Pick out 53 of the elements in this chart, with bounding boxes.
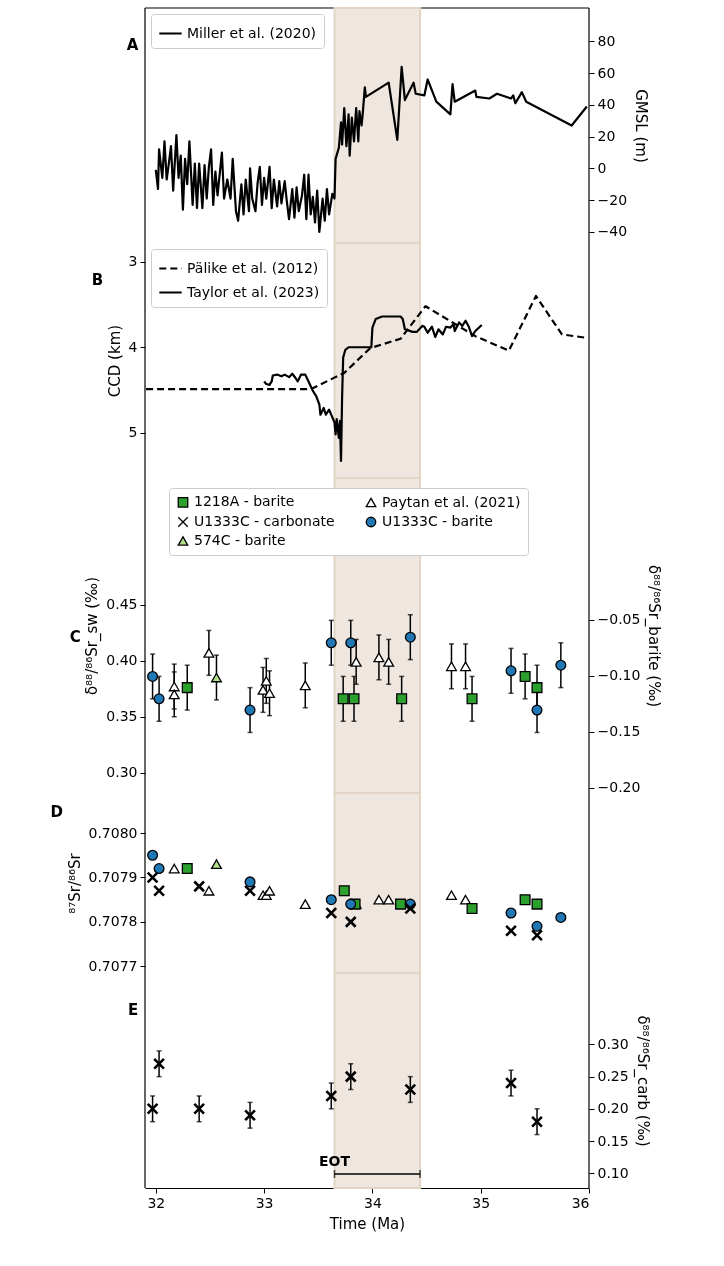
y2-tick-label: −0.10 [597, 667, 641, 684]
y-tick-label: 0.30 [106, 764, 138, 781]
y-tick-label: 0.45 [106, 596, 138, 613]
band-label: EOT [319, 1153, 351, 1169]
y-tick-label: 0.7078 [88, 913, 138, 930]
y-tick-label: 4 [128, 338, 138, 355]
y2-axis-title: δ⁸⁸/⁸⁶Sr_carb (‰) [632, 1015, 652, 1147]
x-tick-label: 32 [147, 1194, 166, 1211]
legend-label: Taylor et al. (2023) [186, 283, 320, 300]
y-tick-label: 0.7079 [88, 868, 138, 885]
y-tick-label: 0.35 [106, 708, 138, 725]
y-axis-title: CCD (km) [105, 324, 124, 398]
x-axis-title: Time (Ma) [328, 1214, 406, 1233]
text: D [50, 803, 64, 821]
legend-label: Paytan et al. (2021) [382, 493, 521, 510]
y2-tick-label: 40 [597, 96, 616, 113]
legend-label: U1333C - carbonate [194, 513, 335, 529]
y2-tick-label: −0.20 [597, 779, 641, 796]
x-tick-label: 36 [571, 1194, 590, 1211]
legend-label: Miller et al. (2020) [187, 24, 317, 41]
legend-label: 574C - barite [194, 532, 286, 548]
legend-label: Pälike et al. (2012) [187, 259, 319, 276]
y2-tick-label: −0.15 [597, 723, 641, 740]
y-axis-title: δ⁸⁸/⁸⁶Sr_sw (‰) [83, 576, 103, 696]
y2-tick-label: 0.30 [597, 1035, 629, 1052]
y-tick-label: 0.40 [106, 652, 138, 669]
y-tick-label: 5 [128, 424, 138, 441]
y2-tick-label: 20 [597, 128, 616, 145]
y2-tick-label: −40 [597, 223, 628, 240]
y-tick-label: 0.7080 [88, 824, 138, 841]
text: A [126, 36, 139, 54]
y-tick-label: 3 [128, 253, 138, 270]
y2-tick-label: 80 [597, 32, 616, 49]
y2-tick-label: −0.05 [597, 611, 641, 628]
y2-tick-label: 0.10 [597, 1164, 629, 1181]
x-tick-label: 35 [472, 1194, 491, 1211]
text: E [128, 1001, 139, 1019]
x-tick-label: 34 [364, 1194, 382, 1211]
y-axis-title: ⁸⁷Sr/⁸⁶Sr [65, 852, 84, 914]
y2-tick-label: −20 [597, 191, 628, 208]
y2-tick-label: 0 [597, 159, 607, 176]
legend-label: 1218A - barite [194, 493, 295, 510]
y2-tick-label: 0.15 [597, 1132, 629, 1149]
y2-tick-label: 0.20 [597, 1100, 629, 1117]
text: B [91, 271, 104, 289]
y2-axis-title: GMSL (m) [632, 89, 651, 163]
x-tick-label: 33 [255, 1194, 274, 1211]
y-tick-label: 0.7077 [88, 957, 138, 974]
text: C [69, 628, 81, 646]
y2-tick-label: 60 [597, 64, 616, 81]
legend-label: U1333C - barite [382, 513, 493, 529]
y2-tick-label: 0.25 [597, 1068, 629, 1085]
y2-axis-title: δ⁸⁸/⁸⁶Sr_barite (‰) [644, 564, 664, 708]
